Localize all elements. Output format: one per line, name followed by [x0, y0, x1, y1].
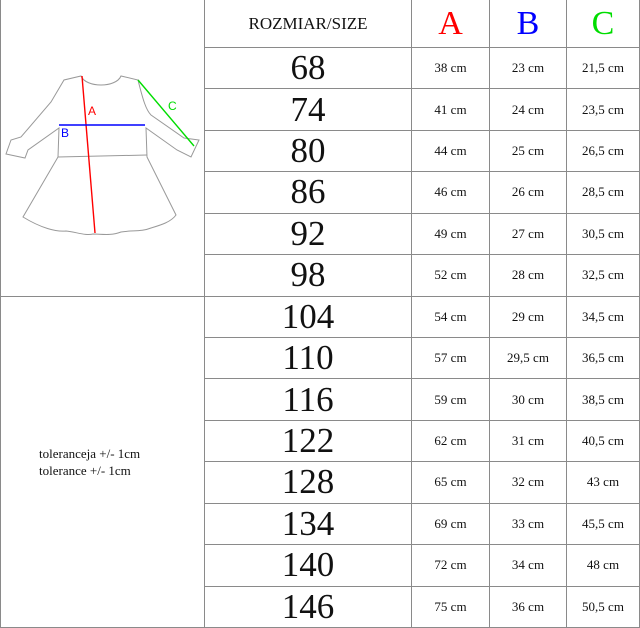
- measure-a-cell: 44 cm: [412, 130, 490, 173]
- measure-b-cell: 33 cm: [490, 503, 567, 546]
- measure-a-cell: 75 cm: [412, 586, 490, 628]
- tolerance-en: tolerance +/- 1cm: [39, 462, 131, 478]
- measure-c-cell: 40,5 cm: [567, 420, 640, 463]
- tolerance-cell: toleranceja +/- 1cm tolerance +/- 1cm: [0, 296, 205, 628]
- measure-a-cell: 49 cm: [412, 213, 490, 256]
- measure-a-cell: 46 cm: [412, 172, 490, 214]
- measure-b-cell: 31 cm: [490, 420, 567, 463]
- size-cell: 74: [205, 89, 412, 131]
- measure-c-cell: 34,5 cm: [567, 296, 640, 338]
- dress-diagram-cell: A B C: [0, 0, 205, 297]
- size-cell: 134: [205, 503, 412, 546]
- dress-diagram: A B C: [5, 75, 200, 236]
- measure-b-cell: 36 cm: [490, 586, 567, 628]
- measure-c-line: [137, 79, 195, 147]
- waist-line: [57, 154, 148, 158]
- measure-b-cell: 29 cm: [490, 296, 567, 338]
- tolerance-pl: toleranceja +/- 1cm: [39, 445, 141, 461]
- measure-b-cell: 25 cm: [490, 130, 567, 173]
- measure-a-cell: 65 cm: [412, 462, 490, 504]
- measure-b-cell: 34 cm: [490, 545, 567, 587]
- measure-a-cell: 72 cm: [412, 545, 490, 587]
- measure-b-cell: 28 cm: [490, 255, 567, 297]
- measure-c-cell: 26,5 cm: [567, 130, 640, 173]
- diagram-label-a: A: [88, 104, 96, 118]
- size-cell: 104: [205, 296, 412, 338]
- measure-c-cell: 30,5 cm: [567, 213, 640, 256]
- measure-b-cell: 26 cm: [490, 172, 567, 214]
- size-cell: 116: [205, 379, 412, 421]
- measure-c-cell: 32,5 cm: [567, 255, 640, 297]
- measure-b-cell: 23 cm: [490, 48, 567, 90]
- measure-c-cell: 36,5 cm: [567, 337, 640, 380]
- size-cell: 146: [205, 586, 412, 628]
- measure-b-cell: 32 cm: [490, 462, 567, 504]
- measure-b-cell: 24 cm: [490, 89, 567, 131]
- measure-c-cell: 38,5 cm: [567, 379, 640, 421]
- header-a: A: [412, 0, 490, 48]
- header-size: ROZMIAR/SIZE: [205, 0, 412, 48]
- measure-a-line: [81, 75, 96, 234]
- header-c: C: [567, 0, 640, 48]
- diagram-label-b: B: [61, 126, 69, 140]
- measure-c-cell: 45,5 cm: [567, 503, 640, 546]
- measure-a-cell: 62 cm: [412, 420, 490, 463]
- header-b: B: [490, 0, 567, 48]
- measure-c-cell: 23,5 cm: [567, 89, 640, 131]
- size-cell: 140: [205, 545, 412, 587]
- measure-b-cell: 27 cm: [490, 213, 567, 256]
- measure-c-cell: 43 cm: [567, 462, 640, 504]
- measure-c-cell: 48 cm: [567, 545, 640, 587]
- dress-outline: [5, 75, 200, 236]
- measure-a-cell: 59 cm: [412, 379, 490, 421]
- size-cell: 128: [205, 462, 412, 504]
- measure-b-cell: 29,5 cm: [490, 337, 567, 380]
- size-cell: 92: [205, 213, 412, 256]
- size-cell: 80: [205, 130, 412, 173]
- measure-a-cell: 38 cm: [412, 48, 490, 90]
- size-cell: 68: [205, 48, 412, 90]
- size-cell: 110: [205, 337, 412, 380]
- measure-a-cell: 52 cm: [412, 255, 490, 297]
- measure-a-cell: 69 cm: [412, 503, 490, 546]
- measure-a-cell: 57 cm: [412, 337, 490, 380]
- measure-a-cell: 54 cm: [412, 296, 490, 338]
- measure-c-cell: 28,5 cm: [567, 172, 640, 214]
- size-cell: 98: [205, 255, 412, 297]
- measure-b-cell: 30 cm: [490, 379, 567, 421]
- measure-a-cell: 41 cm: [412, 89, 490, 131]
- diagram-label-c: C: [168, 99, 177, 113]
- size-cell: 86: [205, 172, 412, 214]
- size-cell: 122: [205, 420, 412, 463]
- measure-c-cell: 50,5 cm: [567, 586, 640, 628]
- measure-c-cell: 21,5 cm: [567, 48, 640, 90]
